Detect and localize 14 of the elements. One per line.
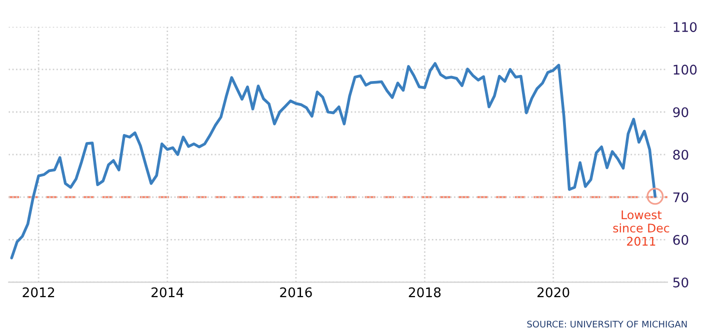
y-tick-label: 70	[673, 192, 688, 202]
x-tick-label: 2018	[408, 287, 441, 298]
y-tick-label: 60	[673, 234, 688, 245]
y-tick-label: 100	[674, 64, 697, 75]
x-tick-label: 2016	[280, 287, 312, 298]
annotation: Lowest since Dec 2011	[613, 210, 670, 246]
y-tick-label: 110	[674, 22, 697, 32]
y-tick-label: 90	[673, 107, 688, 118]
x-tick-label: 2012	[22, 287, 54, 298]
x-tick-label: 2020	[537, 287, 570, 298]
y-tick-label: 50	[673, 277, 688, 288]
x-tick-label: 2014	[152, 287, 184, 298]
y-tick-label: 80	[673, 150, 688, 160]
source-note: SOURCE: UNIVERSITY OF MICHIGAN	[527, 320, 687, 328]
